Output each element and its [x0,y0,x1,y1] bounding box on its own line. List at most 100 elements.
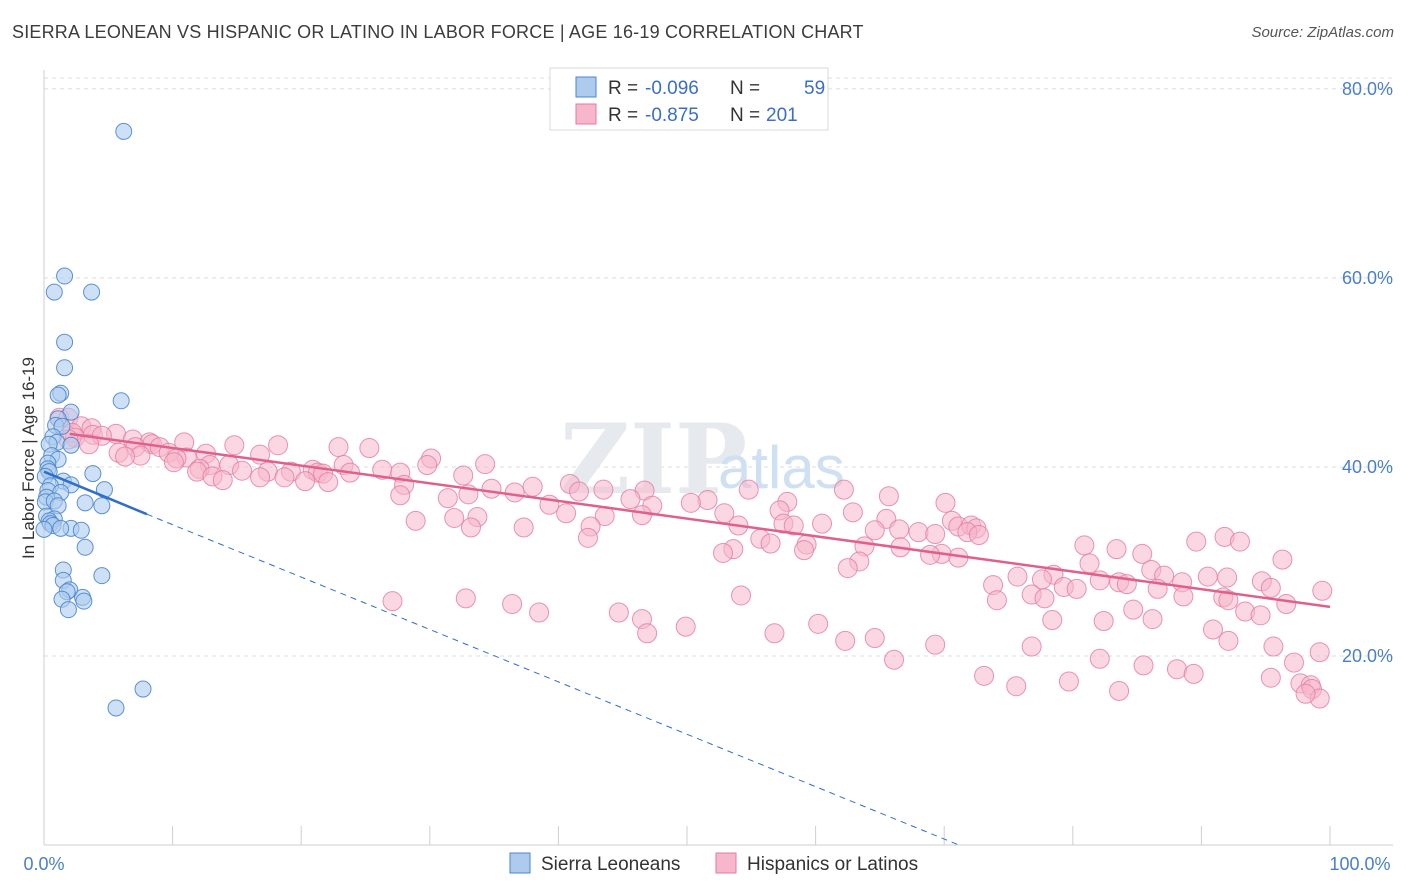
y-axis-label: In Labor Force | Age 16-19 [19,357,38,559]
hispanic-point [1186,531,1207,552]
legend-r-value-1: -0.096 [645,78,699,99]
hispanic-point [1217,567,1238,588]
hispanic-point [935,492,956,513]
hispanic-point [444,507,465,528]
x-tick-label-max: 100.0% [1329,854,1390,874]
sierra-leonean-point [45,283,63,301]
hispanic-point [808,613,829,634]
hispanic-point [697,490,718,511]
hispanic-point [529,602,550,623]
series-swatch-blue [509,852,531,874]
hispanic-point [513,517,534,538]
hispanic-point [250,467,271,488]
hispanic-point [794,540,815,561]
correlation-legend: R = -0.096 N = 59 R = -0.875 N = 201 [549,67,829,131]
hispanic-point [783,515,804,536]
hispanic-point [1093,611,1114,632]
sierra-leonean-point [56,359,74,377]
hispanic-point [502,593,523,614]
hispanic-point [1272,549,1293,570]
hispanic-point [1218,630,1239,651]
hispanic-point [1074,535,1095,556]
hispanic-point [1197,566,1218,587]
sierra-leonean-trend-line [43,470,148,516]
hispanic-point [608,602,629,623]
hispanic-point [522,476,543,497]
legend-n-value-1: 59 [804,78,825,99]
hispanic-point [1133,655,1154,676]
hispanic-point [889,519,910,540]
y-tick-label: 20.0% [1342,646,1393,666]
sierra-leonean-point [84,465,102,483]
hispanic-point [1042,610,1063,631]
hispanic-point [1250,605,1271,626]
sierra-leonean-point [93,497,111,515]
y-tick-label: 60.0% [1342,268,1393,288]
hispanic-point [274,467,295,488]
hispanic-point [968,525,989,545]
hispanic-point [713,542,734,563]
hispanic-point [637,623,658,644]
hispanic-point [1034,588,1055,609]
gridlines [44,77,1393,657]
hispanic-point [1007,566,1028,587]
hispanic-point [884,649,905,670]
hispanic-point [268,435,289,456]
sierra-leonean-points [35,122,152,717]
sierra-leonean-point [49,386,67,404]
hispanic-point [115,446,136,467]
sierra-leonean-point [83,283,101,301]
legend-r-label-1: R = [608,78,638,99]
sierra-leonean-point [62,436,80,454]
hispanic-point [1079,553,1100,574]
sierra-leonean-point [93,567,111,585]
hispanic-point [212,470,233,491]
hispanic-point [390,485,411,506]
hispanic-point [675,616,696,637]
hispanic-point [1218,590,1239,611]
sierra-leonean-point [107,699,125,717]
sierra-leonean-point [35,520,53,538]
trend-lines [43,432,1331,846]
legend-r-value-2: -0.875 [645,105,699,126]
hispanic-point [1202,619,1223,640]
hispanic-point [455,588,476,609]
hispanic-point [1123,599,1144,620]
hispanic-point [837,558,858,579]
sierra-leonean-point [56,267,74,285]
hispanic-point [864,520,885,541]
hispanic-point [593,479,614,500]
hispanic-point [1312,580,1333,601]
hispanic-point [1109,680,1130,701]
hispanic-point [453,465,474,486]
hispanic-point [1309,642,1330,663]
hispanic-point [731,585,752,606]
legend-n-label-2: N = [730,105,760,126]
hispanic-point [835,630,856,651]
sierra-leonean-point [76,494,94,512]
legend-r-label-2: R = [608,105,638,126]
hispanic-point [812,513,833,534]
hispanic-point [1166,659,1187,680]
hispanic-point [1132,543,1153,564]
legend-swatch-pink [575,103,597,125]
hispanic-point [1089,648,1110,669]
hispanic-point [1058,671,1079,692]
hispanic-point [437,488,458,509]
legend-n-value-2: 201 [766,105,798,126]
series-label-hispanics: Hispanics or Latinos [747,854,918,875]
hispanic-point [568,481,589,502]
hispanic-point [1260,667,1281,688]
hispanic-point [481,478,502,499]
hispanic-point [1173,586,1194,607]
hispanic-point [1263,636,1284,657]
legend-n-label-1: N = [730,78,760,99]
hispanic-point [232,460,253,481]
hispanic-point [864,628,885,649]
hispanic-point [738,479,759,500]
hispanic-point [577,527,598,548]
hispanic-point [318,472,339,493]
y-tick-label: 80.0% [1342,79,1393,99]
hispanic-point [224,435,245,456]
watermark-atlas: atlas [718,434,845,501]
